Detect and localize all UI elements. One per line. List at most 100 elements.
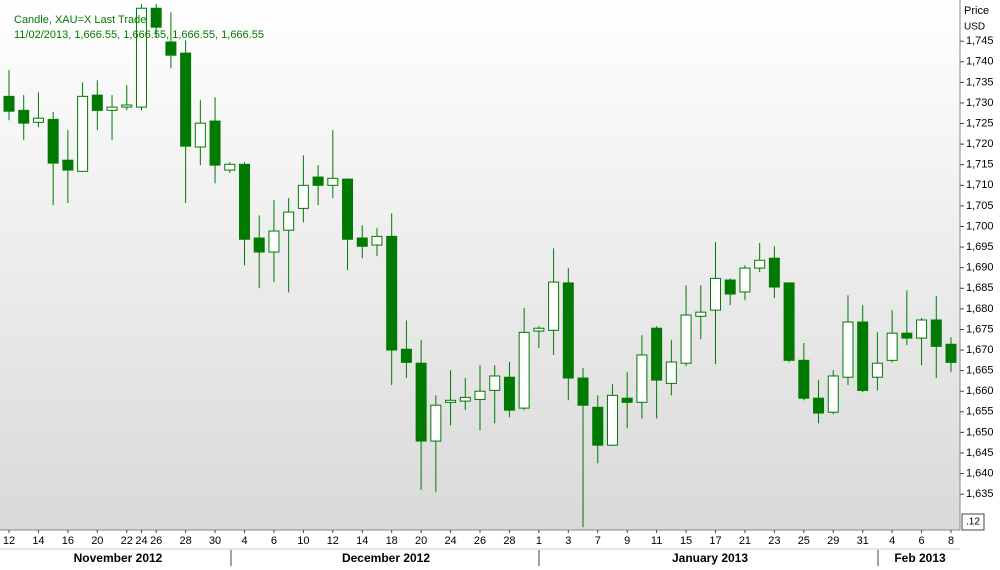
y-tick-label: 1,710: [966, 179, 994, 191]
x-tick-label: 30: [209, 535, 221, 547]
x-tick-label: 6: [919, 535, 925, 547]
y-tick-label: 1,740: [966, 56, 994, 68]
y-tick-label: 1,735: [966, 76, 994, 88]
candle-body: [754, 259, 766, 269]
candle-body: [489, 375, 501, 391]
candle-body: [916, 319, 928, 339]
x-tick-label: 3: [565, 535, 571, 547]
candle-body: [135, 7, 147, 108]
candle-body: [768, 257, 780, 288]
candle-body: [606, 394, 618, 446]
candle-body: [680, 314, 692, 364]
x-tick-label: 25: [798, 535, 810, 547]
x-tick-label: 12: [327, 535, 339, 547]
y-tick-label: 1,730: [966, 97, 994, 109]
candle-body: [253, 237, 265, 253]
axis-badge: .12: [966, 517, 980, 528]
candle-body: [356, 237, 368, 247]
candle-body: [371, 235, 383, 246]
x-tick-label: 10: [297, 535, 309, 547]
candle-body: [857, 321, 869, 391]
y-tick-label: 1,690: [966, 262, 994, 274]
x-tick-label: 31: [857, 535, 869, 547]
candle-body: [121, 104, 133, 108]
candle-body: [945, 343, 957, 363]
candle-body: [47, 118, 59, 164]
candle-body: [724, 279, 736, 295]
legend-title: Candle, XAU=X Last Trade: [14, 14, 146, 26]
candle-body: [415, 362, 427, 442]
candle-body: [474, 390, 486, 400]
candle-body: [180, 52, 192, 147]
x-tick-label: 21: [739, 535, 751, 547]
candle-body: [871, 362, 883, 378]
y-tick-label: 1,720: [966, 138, 994, 150]
candle-body: [930, 319, 942, 347]
plot-area: [0, 0, 960, 530]
candle-body: [194, 122, 206, 148]
candle-body: [165, 41, 177, 56]
month-label: Feb 2013: [894, 551, 946, 565]
candle-body: [886, 332, 898, 361]
y-tick-label: 1,705: [966, 200, 994, 212]
candle-body: [445, 399, 457, 403]
candle-body: [62, 159, 74, 171]
candle-body: [533, 327, 545, 332]
candle-body: [665, 361, 677, 384]
candle-body: [342, 178, 354, 240]
y-tick-label: 1,695: [966, 241, 994, 253]
candle-body: [798, 359, 810, 399]
x-tick-label: 7: [595, 535, 601, 547]
y-axis-title: Price: [964, 5, 989, 17]
candle-body: [106, 106, 118, 111]
x-tick-label: 24: [444, 535, 456, 547]
candle-body: [327, 177, 339, 186]
y-tick-label: 1,645: [966, 447, 994, 459]
y-axis-panel: [960, 0, 1000, 570]
candle-body: [827, 375, 839, 413]
x-tick-label: 28: [503, 535, 515, 547]
candle-body: [901, 332, 913, 339]
candle-body: [577, 377, 589, 406]
candle-body: [32, 117, 44, 123]
x-tick-label: 24: [135, 535, 147, 547]
candle-body: [283, 211, 295, 231]
candle-body: [710, 277, 721, 311]
candle-body: [239, 163, 250, 240]
candle-body: [562, 282, 574, 379]
candle-body: [297, 184, 309, 209]
x-tick-label: 17: [709, 535, 721, 547]
x-tick-label: 4: [241, 535, 247, 547]
y-tick-label: 1,635: [966, 488, 994, 500]
candle-body: [18, 109, 30, 124]
candle-body: [209, 120, 221, 166]
candle-body: [813, 397, 825, 414]
candle-body: [91, 94, 103, 111]
x-tick-label: 26: [474, 535, 486, 547]
x-tick-label: 29: [827, 535, 839, 547]
y-tick-label: 1,745: [966, 35, 994, 47]
x-tick-label: 14: [32, 535, 44, 547]
y-tick-label: 1,675: [966, 323, 994, 335]
candle-body: [459, 396, 471, 402]
y-tick-label: 1,655: [966, 406, 994, 418]
candle-body: [621, 397, 633, 403]
x-tick-label: 8: [948, 535, 954, 547]
y-tick-label: 1,700: [966, 220, 994, 232]
x-tick-label: 18: [386, 535, 398, 547]
x-tick-label: 12: [3, 535, 15, 547]
x-tick-label: 14: [356, 535, 368, 547]
candle-body: [77, 95, 89, 172]
y-axis-unit: USD: [964, 22, 985, 33]
x-tick-label: 23: [768, 535, 780, 547]
month-label: November 2012: [74, 551, 163, 565]
candle-body: [739, 267, 751, 293]
candle-body: [268, 230, 280, 253]
candle-body: [150, 7, 162, 28]
y-tick-label: 1,640: [966, 467, 994, 479]
candle-body: [386, 235, 398, 351]
x-tick-label: 11: [651, 535, 662, 547]
candle-body: [695, 311, 707, 317]
x-tick-label: 20: [415, 535, 427, 547]
y-tick-label: 1,650: [966, 426, 994, 438]
